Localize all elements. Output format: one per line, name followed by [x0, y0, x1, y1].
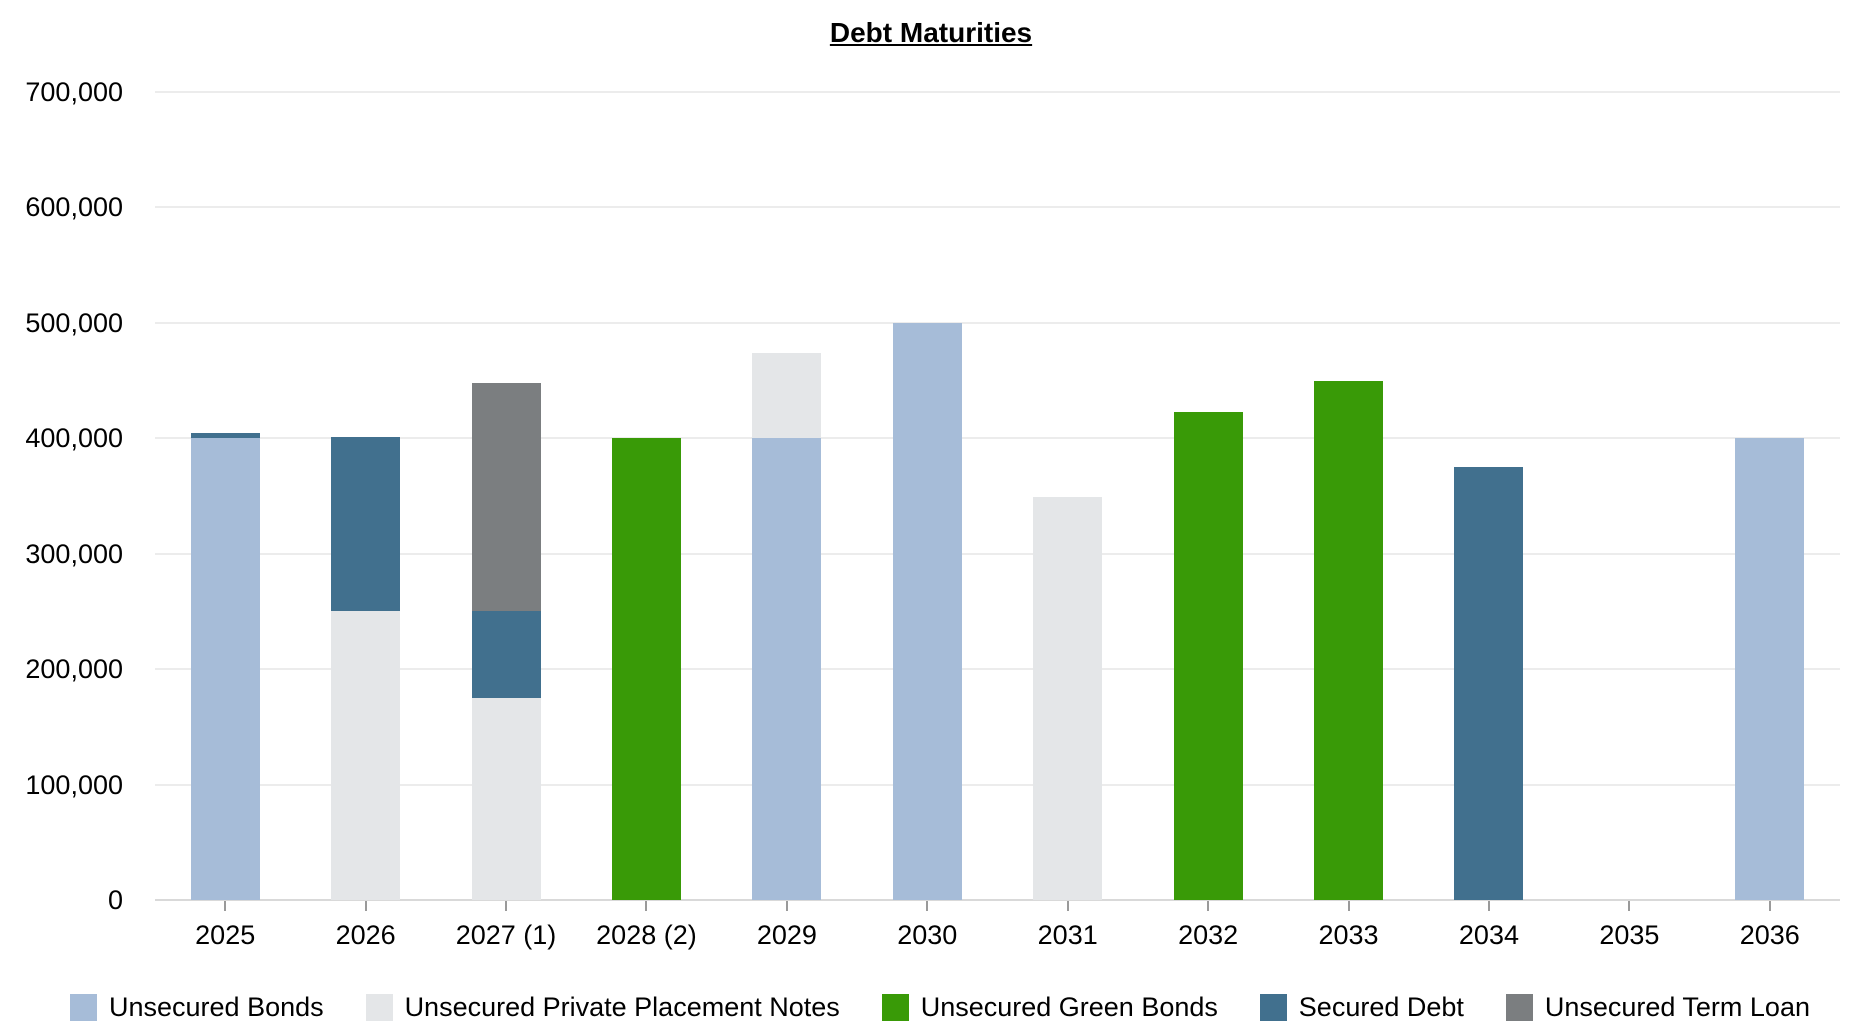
y-axis-label: 100,000 [25, 769, 123, 800]
legend-swatch [1259, 993, 1287, 1021]
x-axis-tick [1207, 901, 1210, 911]
legend: Unsecured Bonds Unsecured Private Placeme… [70, 982, 1810, 1032]
x-axis-tick [785, 901, 788, 911]
x-axis-tick [645, 901, 648, 911]
x-axis-label: 2028 (2) [596, 920, 697, 950]
gridline [155, 91, 1840, 93]
y-axis-label: 200,000 [25, 654, 123, 685]
bar-segment [331, 611, 401, 900]
legend-swatch [881, 993, 909, 1021]
legend-label: Unsecured Private Placement Notes [404, 991, 840, 1022]
x-axis-label: 2034 [1458, 920, 1519, 950]
bar-segment [1314, 380, 1384, 900]
legend-label: Unsecured Green Bonds [920, 991, 1218, 1022]
bar-segment [752, 438, 822, 900]
x-axis-label: 2033 [1318, 920, 1379, 950]
legend-label: Unsecured Bonds [109, 991, 324, 1022]
x-axis-tick [926, 901, 929, 911]
bar-segment [611, 438, 681, 900]
legend-item: Unsecured Term Loan [1505, 991, 1810, 1023]
y-axis-label: 700,000 [25, 77, 123, 107]
x-axis-label: 2030 [897, 920, 958, 950]
x-axis-tick [1347, 901, 1350, 911]
bar-segment [1033, 497, 1103, 900]
legend-item: Unsecured Bonds [70, 992, 324, 1023]
legend-item: Unsecured Private Placement Notes [365, 991, 840, 1023]
x-axis-label: 2032 [1178, 920, 1239, 950]
legend-label: Secured Debt [1298, 991, 1464, 1022]
x-axis-tick [1487, 901, 1490, 911]
gridline [155, 437, 1840, 440]
bar-segment [892, 322, 962, 900]
x-axis-tick [1066, 901, 1069, 911]
bar-segment [190, 438, 260, 900]
x-axis-tick [1628, 901, 1631, 911]
bar-segment [190, 432, 260, 439]
bar-segment [1735, 438, 1805, 900]
y-axis-label: 500,000 [25, 307, 123, 338]
bar-segment [331, 437, 401, 612]
legend-item: Unsecured Green Bonds [881, 991, 1218, 1023]
bar-segment [471, 698, 541, 900]
y-axis-label: 300,000 [25, 538, 123, 569]
bar-segment [1173, 411, 1243, 900]
x-axis-label: 2025 [195, 920, 256, 950]
x-axis-tick [505, 901, 508, 911]
x-axis-line [155, 899, 1840, 901]
y-axis-label: 400,000 [25, 423, 123, 454]
gridline [155, 321, 1840, 324]
legend-swatch [365, 993, 393, 1021]
gridline [155, 783, 1840, 786]
x-axis-tick [1768, 901, 1771, 911]
chart-title: Debt Maturities [829, 17, 1033, 48]
x-axis-tick [364, 901, 367, 911]
legend-swatch [1505, 993, 1533, 1021]
gridline [155, 552, 1840, 555]
y-axis-label: 600,000 [25, 192, 123, 223]
x-axis-label: 2036 [1739, 920, 1800, 950]
gridline [155, 668, 1840, 671]
x-axis-tick [224, 901, 227, 911]
x-axis-label: 2027 (1) [455, 920, 557, 950]
legend-swatch [70, 993, 97, 1021]
bar-segment [471, 611, 541, 698]
gridline [155, 206, 1840, 209]
x-axis-label: 2035 [1599, 920, 1660, 950]
x-axis-label: 2029 [756, 920, 817, 950]
legend-item: Secured Debt [1259, 991, 1464, 1023]
y-axis-label: 0 [107, 885, 123, 915]
x-axis-label: 2031 [1037, 920, 1098, 950]
legend-label: Unsecured Term Loan [1544, 991, 1810, 1022]
x-axis-label: 2026 [335, 920, 396, 950]
bar-segment [471, 382, 541, 612]
bar-segment [1454, 467, 1524, 900]
bar-segment [752, 352, 822, 439]
